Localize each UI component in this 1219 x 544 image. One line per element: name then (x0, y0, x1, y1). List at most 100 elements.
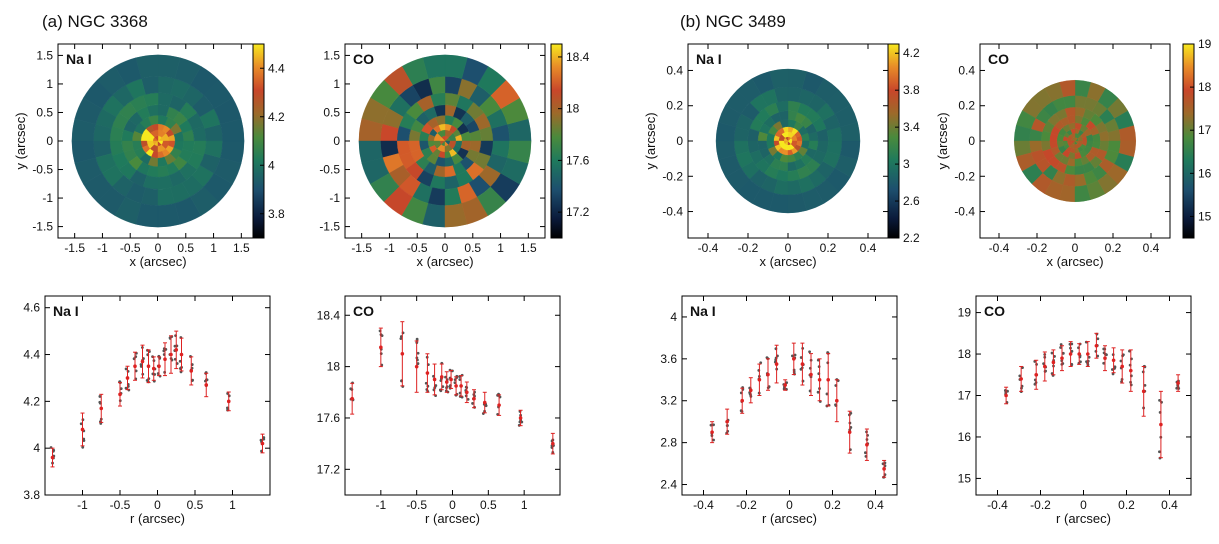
colorbar-tick-label: 15 (1198, 209, 1212, 223)
map-sectors (1013, 79, 1137, 203)
x-tick-label: 0.5 (177, 241, 194, 255)
x-tick-label: 1 (229, 498, 236, 512)
colorbar-tick-label: 18 (566, 102, 580, 116)
scatter-point (1050, 351, 1054, 355)
mean-point (459, 384, 463, 388)
mean-point (1120, 364, 1124, 369)
x-axis-label: x (arcsec) (759, 254, 816, 269)
x-tick-label: 0 (1080, 498, 1087, 512)
x-tick-label: 0 (1072, 241, 1079, 255)
y-tick-label: 17.6 (317, 411, 341, 425)
scatter-point (759, 361, 763, 365)
scatter-point (1006, 389, 1009, 393)
scatter-point (1111, 372, 1115, 376)
scatter-point (191, 378, 194, 382)
x-tick-label: 1 (497, 241, 504, 255)
inset-label: Na I (53, 303, 79, 319)
map-sector (220, 140, 245, 164)
x-axis-label: r (arcsec) (762, 511, 817, 526)
y-tick-label: 0.4 (666, 63, 683, 77)
scatter-point (79, 422, 83, 426)
y-tick-label: -1 (42, 191, 53, 205)
scatter-point (1128, 349, 1131, 353)
mean-point (140, 359, 145, 364)
mean-point (125, 376, 130, 380)
mean-point (817, 377, 822, 382)
y-tick-label: -0.4 (954, 205, 975, 219)
x-tick-label: -0.4 (698, 241, 719, 255)
mean-point (432, 377, 437, 382)
colorbar-tick-label: 4 (268, 158, 275, 172)
mean-point (792, 357, 796, 361)
scatter-point (1102, 361, 1106, 365)
y-tick-label: 18 (958, 347, 972, 361)
colorbar-tick-label: 3.4 (903, 120, 920, 134)
y-tick-label: 18.4 (317, 308, 341, 322)
scatter-point (82, 437, 86, 441)
colorbar-tick-label: 3 (903, 157, 910, 171)
colorbar-tick-label: 17 (1198, 123, 1212, 137)
scatter-point (864, 451, 867, 455)
mean-point (1159, 422, 1163, 427)
mean-point (774, 362, 779, 366)
scatter-point (1143, 384, 1147, 387)
scatter-point (380, 334, 384, 338)
plot-frame (975, 295, 1192, 496)
scatter-point (1158, 398, 1161, 402)
mean-point (1176, 381, 1180, 385)
y-tick-label: 15 (958, 471, 972, 485)
x-tick-label: -1 (77, 498, 88, 512)
scatter-point (444, 375, 447, 379)
y-tick-label: 17.2 (317, 462, 341, 476)
mean-point (472, 396, 476, 401)
y-tick-label: 0 (46, 134, 53, 148)
y-tick-label: 4 (33, 441, 40, 455)
scatter-point (1042, 362, 1045, 366)
scatter-point (178, 359, 182, 363)
mean-point (809, 372, 813, 377)
mean-point (497, 403, 501, 407)
scatter-point (458, 378, 462, 381)
mean-point (1043, 364, 1047, 369)
colorbar-tick-label: 2.2 (903, 231, 920, 245)
scatter-point (173, 344, 177, 348)
mean-point (551, 441, 555, 446)
mean-point (189, 369, 194, 373)
map-sectors (71, 54, 245, 228)
scatter-point (81, 445, 85, 449)
colorbar (887, 43, 900, 239)
map-panel: -1.5 -1 -0.5 0 0.5 1 1.5 -1.5 -1 -0.5 0 0.5 1 1.5 x (a… (319, 43, 590, 269)
inset-label: Na I (66, 51, 92, 67)
mean-point (1077, 352, 1081, 356)
y-tick-label: 4.6 (23, 301, 40, 315)
scatter-point (816, 390, 820, 394)
mean-point (151, 366, 156, 371)
x-tick-label: -0.5 (407, 241, 428, 255)
mean-point (882, 467, 886, 471)
x-tick-label: -0.5 (120, 241, 141, 255)
map-panel: -0.4 -0.2 0 0.2 0.4 -0.4 -0.2 0 0.2 0.4 x (arcsec)… (643, 43, 920, 269)
map-sector (507, 140, 532, 164)
y-axis-label: y (arcsec) (643, 112, 658, 169)
mean-point (179, 352, 184, 357)
mean-point (518, 416, 523, 420)
x-tick-label: -0.2 (1027, 241, 1048, 255)
y-tick-label: 1.5 (36, 48, 53, 62)
mean-point (157, 364, 161, 369)
scatter-point (825, 392, 829, 396)
x-tick-label: 0 (786, 498, 793, 512)
x-tick-label: -1 (97, 241, 108, 255)
scatter-point (415, 337, 419, 341)
y-tick-label: 4.2 (23, 394, 40, 408)
scatter-point (1059, 346, 1062, 349)
y-axis-label: y (arcsec) (13, 112, 28, 169)
y-tick-label: 18 (327, 360, 341, 374)
y-tick-label: 16 (958, 430, 972, 444)
mean-point (425, 371, 430, 375)
mean-point (204, 383, 209, 387)
colorbar-tick-label: 3.8 (903, 83, 920, 97)
y-tick-label: 0.4 (958, 63, 975, 77)
mean-point (482, 400, 487, 405)
map-panel: -0.4 -0.2 0 0.2 0.4 -0.4 -0.2 0 0.2 0.4 x (arcsec)… (935, 37, 1212, 269)
colorbar-tick-label: 3.8 (268, 207, 285, 221)
